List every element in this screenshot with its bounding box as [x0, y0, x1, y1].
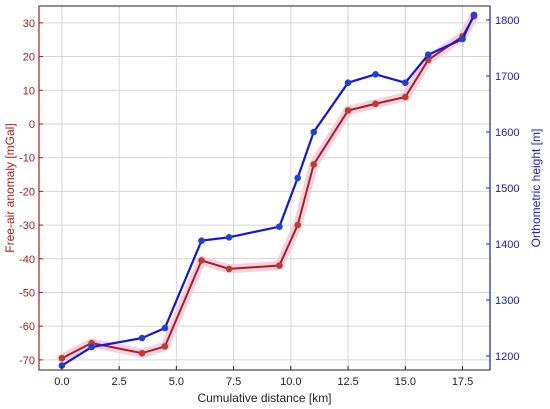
free-air-anomaly-point [225, 265, 233, 273]
left-y-tick-label: -20 [19, 186, 35, 198]
right-y-tick-label: 1800 [495, 15, 519, 27]
free-air-anomaly-point [58, 354, 66, 362]
x-tick-label: 15.0 [395, 376, 416, 388]
orthometric-height-point [459, 35, 466, 43]
right-y-axis-ticks: 1800 1700 1600 1500 1400 1300 1200 [486, 6, 519, 370]
x-tick-label: 0.0 [54, 376, 69, 388]
free-air-anomaly-point [401, 93, 409, 101]
free-air-anomaly-point [310, 161, 318, 168]
right-y-tick-label: 1700 [495, 71, 519, 83]
left-y-tick-label: 20 [23, 52, 35, 64]
orthometric-height-point [88, 343, 95, 351]
orthometric-height-point [401, 79, 409, 87]
left-y-tick-label: -70 [19, 355, 35, 367]
free-air-anomaly-point [138, 349, 146, 357]
orthometric-height-point [161, 324, 169, 332]
free-air-anomaly-point [161, 343, 169, 350]
x-tick-label: 17.5 [452, 376, 473, 388]
orthometric-height-point [470, 11, 478, 19]
series-layer [58, 11, 478, 369]
right-y-tick-label: 1400 [495, 239, 519, 251]
orthometric-height-point [138, 334, 146, 342]
x-axis-ticks: 0.0 2.5 5.0 7.5 10.0 12.5 15.0 17.5 [54, 366, 473, 388]
left-y-tick-label: -50 [19, 287, 35, 299]
free-air-anomaly-point [276, 262, 283, 269]
right-y-tick-label: 1200 [495, 351, 519, 363]
free-air-anomaly-point [294, 221, 301, 229]
left-y-tick-label: -10 [19, 153, 35, 165]
x-tick-label: 7.5 [226, 376, 241, 388]
left-y-axis-label: Free-air anomaly [mGal] [3, 123, 17, 252]
orthometric-height-point [372, 71, 379, 78]
left-y-axis-ticks: 30 20 10 0 -10 -20 -30 -40 -50 -60 -70 [19, 6, 43, 370]
free-air-anomaly-point [344, 107, 352, 114]
right-y-tick-label: 1600 [495, 127, 519, 139]
grid [39, 6, 490, 370]
free-air-anomaly-point [372, 100, 379, 108]
free-air-anomaly-point [198, 257, 205, 264]
right-y-tick-label: 1300 [495, 295, 519, 307]
left-y-tick-label: -60 [19, 321, 35, 333]
right-y-axis-label: Orthometric height [m] [529, 129, 543, 248]
x-tick-label: 5.0 [169, 376, 184, 388]
left-y-tick-label: 0 [29, 119, 35, 131]
orthometric-height-point [198, 237, 205, 244]
orthometric-height-point [276, 223, 283, 230]
left-y-tick-label: -30 [19, 220, 35, 232]
x-tick-label: 2.5 [111, 376, 126, 388]
x-tick-label: 12.5 [337, 376, 358, 388]
left-y-tick-label: 10 [23, 85, 35, 97]
right-y-tick-label: 1500 [495, 183, 519, 195]
x-axis-label: Cumulative distance [km] [197, 391, 331, 405]
x-tick-label: 10.0 [280, 376, 301, 388]
left-y-tick-label: 30 [23, 18, 35, 30]
orthometric-height-point [58, 362, 66, 369]
orthometric-height-point [294, 174, 301, 182]
left-y-tick-label: -40 [19, 254, 35, 266]
orthometric-height-point [344, 79, 352, 87]
orthometric-height-point [225, 233, 233, 241]
orthometric-height-point [310, 128, 318, 136]
orthometric-height-point [424, 51, 432, 59]
